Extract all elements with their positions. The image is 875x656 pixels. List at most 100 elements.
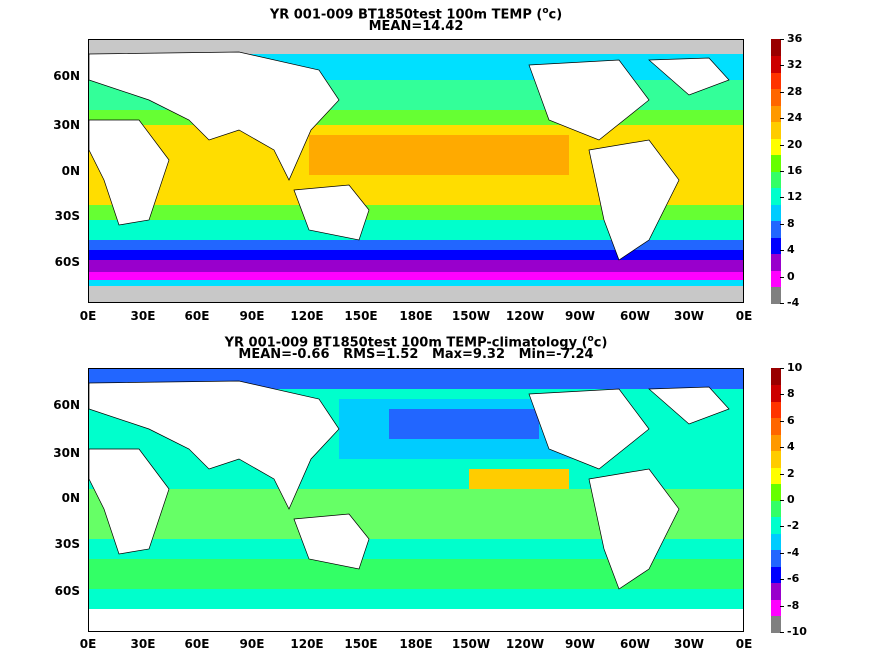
colorbar-segment bbox=[771, 417, 781, 435]
panel2-xlabel-30e: 30E bbox=[130, 637, 156, 651]
colorbar-label: 24 bbox=[787, 111, 803, 125]
panel2-xlabel-90e: 90E bbox=[239, 637, 265, 651]
colorbar-tick bbox=[780, 579, 784, 581]
colorbar-tick bbox=[780, 368, 784, 369]
panel1-xlabel-60e: 60E bbox=[184, 309, 210, 323]
colorbar-segment bbox=[771, 220, 781, 238]
colorbar-segment bbox=[771, 105, 781, 122]
colorbar-tick bbox=[780, 447, 784, 449]
panel2-xlabel-0e: 0E bbox=[79, 637, 97, 651]
colorbar-segment bbox=[771, 434, 781, 451]
colorbar-tick bbox=[780, 144, 784, 146]
panel2-xlabel-180e: 180E bbox=[399, 637, 433, 651]
panel1-xlabel-30w: 30W bbox=[674, 309, 704, 323]
panel2-xlabel-120w: 120W bbox=[505, 637, 545, 651]
panel1-ylabel-60n: 60N bbox=[53, 69, 80, 83]
colorbar-tick bbox=[780, 303, 784, 304]
colorbar-label: 4 bbox=[787, 440, 795, 454]
colorbar-label: -4 bbox=[787, 545, 800, 559]
colorbar-tick bbox=[780, 420, 784, 422]
colorbar-segment bbox=[771, 467, 781, 484]
panel1-xlabel-0e: 0E bbox=[79, 309, 97, 323]
panel2-xlabel-30w: 30W bbox=[674, 637, 704, 651]
panel1-xlabel-0e-end: 0E bbox=[735, 309, 753, 323]
colorbar-segment bbox=[771, 500, 781, 517]
colorbar-segment bbox=[771, 88, 781, 106]
colorbar-label: 10 bbox=[787, 361, 803, 374]
colorbar-segment bbox=[771, 55, 781, 73]
panel1-xlabel-150e: 150E bbox=[344, 309, 378, 323]
panel2-xlabel-60e: 60E bbox=[184, 637, 210, 651]
panel1-xlabel-90w: 90W bbox=[565, 309, 595, 323]
colorbar-label: 12 bbox=[787, 190, 803, 204]
colorbar-segment bbox=[771, 566, 781, 583]
colorbar-segment bbox=[771, 483, 781, 501]
panel1-ylabel-60s: 60S bbox=[54, 255, 80, 269]
panel2-ylabel-60n: 60N bbox=[53, 398, 80, 412]
colorbar-tick bbox=[780, 223, 784, 225]
colorbar-segment bbox=[771, 171, 781, 188]
colorbar-label: 0 bbox=[787, 269, 795, 283]
colorbar-tick bbox=[780, 65, 784, 67]
colorbar-segment bbox=[771, 286, 781, 304]
colorbar-label: 32 bbox=[787, 58, 803, 72]
panel2-map-field bbox=[89, 369, 743, 631]
panel1-xlabel-180e: 180E bbox=[399, 309, 433, 323]
colorbar-segment bbox=[771, 72, 781, 89]
colorbar-segment bbox=[771, 549, 781, 567]
colorbar-segment bbox=[771, 121, 781, 139]
panel1-xlabel-30e: 30E bbox=[130, 309, 156, 323]
panel2-xlabel-150w: 150W bbox=[451, 637, 491, 651]
colorbar-tick bbox=[780, 39, 784, 40]
colorbar-tick bbox=[780, 118, 784, 120]
panel1-map-field bbox=[89, 40, 743, 302]
colorbar-tick bbox=[780, 552, 784, 554]
colorbar-segment bbox=[771, 582, 781, 600]
panel1-colorbar bbox=[771, 39, 781, 304]
colorbar-tick bbox=[780, 394, 784, 396]
panel1-ylabel-30s: 30S bbox=[54, 209, 80, 223]
panel2-title: YR 001-009 BT1850test 100m TEMP-climatol… bbox=[224, 334, 608, 351]
colorbar-tick bbox=[780, 197, 784, 199]
colorbar-tick bbox=[780, 250, 784, 252]
colorbar-segment bbox=[771, 39, 781, 56]
colorbar-label: -10 bbox=[787, 625, 807, 638]
panel2-xlabel-60w: 60W bbox=[620, 637, 650, 651]
colorbar-segment bbox=[771, 384, 781, 402]
panel2-xlabel-120e: 120E bbox=[290, 637, 324, 651]
colorbar-label: -4 bbox=[787, 296, 800, 309]
panel2-map bbox=[88, 368, 744, 632]
panel2-xlabel-150e: 150E bbox=[344, 637, 378, 651]
panel1-xlabel-120w: 120W bbox=[505, 309, 545, 323]
colorbar-label: 28 bbox=[787, 84, 803, 98]
panel1-xlabel-150w: 150W bbox=[451, 309, 491, 323]
colorbar-label: 8 bbox=[787, 387, 795, 401]
colorbar-segment bbox=[771, 154, 781, 172]
panel1-xlabel-120e: 120E bbox=[290, 309, 324, 323]
panel1-xlabel-60w: 60W bbox=[620, 309, 650, 323]
colorbar-segment bbox=[771, 270, 781, 287]
colorbar-segment bbox=[771, 253, 781, 271]
colorbar-label: 6 bbox=[787, 413, 795, 427]
panel2-xlabel-90w: 90W bbox=[565, 637, 595, 651]
panel1-xlabel-90e: 90E bbox=[239, 309, 265, 323]
colorbar-label: 16 bbox=[787, 164, 803, 177]
panel1-stats: MEAN=14.42 bbox=[368, 19, 464, 34]
colorbar-label: -8 bbox=[787, 598, 800, 612]
panel2-ylabel-0n: 0N bbox=[61, 491, 80, 505]
colorbar-label: -2 bbox=[787, 519, 800, 533]
colorbar-segment bbox=[771, 368, 781, 385]
colorbar-segment bbox=[771, 516, 781, 534]
colorbar-label: 0 bbox=[787, 493, 795, 506]
colorbar-label: 36 bbox=[787, 32, 803, 45]
colorbar-tick bbox=[780, 500, 784, 501]
panel2-xlabel-0e-end: 0E bbox=[735, 637, 753, 651]
colorbar-segment bbox=[771, 204, 781, 221]
colorbar-segment bbox=[771, 237, 781, 254]
panel2-ylabel-30s: 30S bbox=[54, 537, 80, 551]
colorbar-tick bbox=[780, 632, 784, 633]
panel2-stats: MEAN=-0.66 RMS=1.52 Max=9.32 Min=-7.24 bbox=[238, 347, 594, 362]
colorbar-tick bbox=[780, 473, 784, 475]
panel2-ylabel-60s: 60S bbox=[54, 584, 80, 598]
panel1-title: YR 001-009 BT1850test 100m TEMP (oc) bbox=[269, 6, 563, 23]
